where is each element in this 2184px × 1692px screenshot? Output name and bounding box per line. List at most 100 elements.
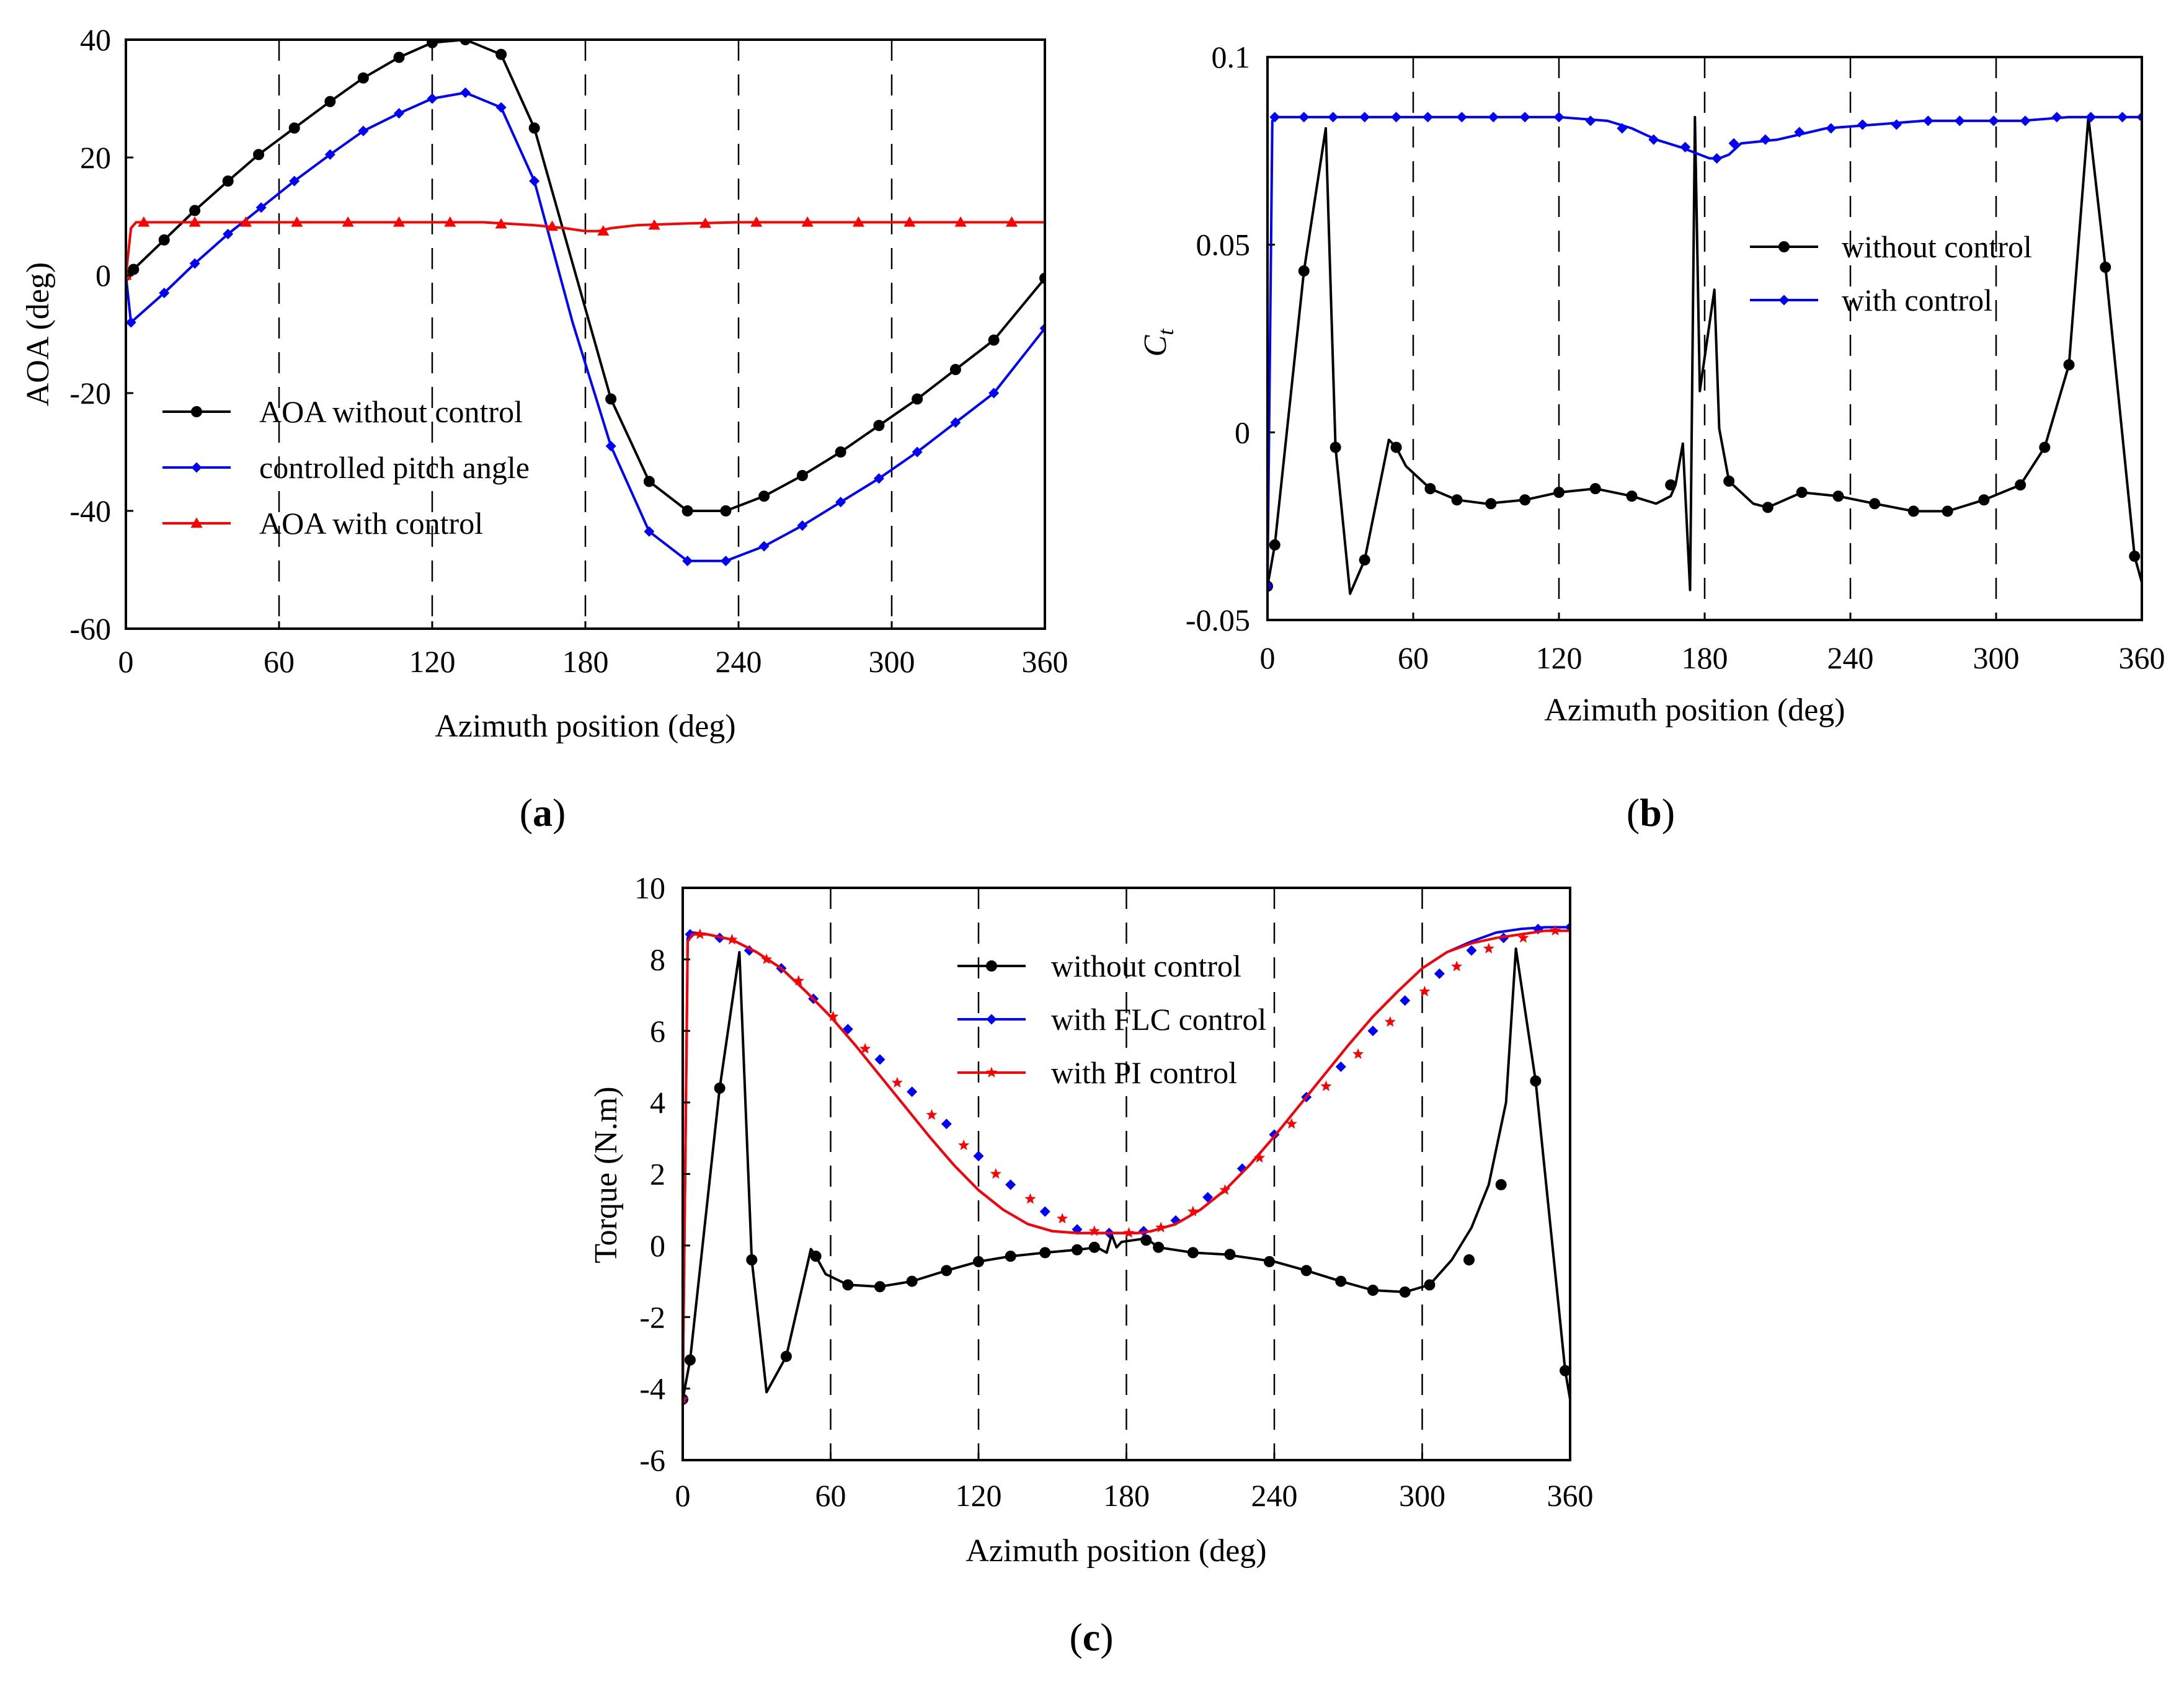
panel-b-data-point-with-control [1922, 115, 1933, 126]
panel-a-data-point-aoa-without-control [324, 95, 336, 107]
panel-b-data-point-with-control [1456, 112, 1467, 123]
panel-c-data-point-without-control [1335, 1275, 1347, 1287]
panel-a-data-point-controlled-pitch-angle [427, 93, 438, 104]
panel-c-data-point-with-pi-control [1155, 1221, 1167, 1233]
panel-b-data-point-with-control [2136, 112, 2142, 123]
panel-c-data-point-without-control [1367, 1284, 1378, 1296]
panel-a-data-point-aoa-without-control [873, 420, 885, 432]
panel-a-data-point-controlled-pitch-angle [912, 446, 923, 458]
panel-a-data-point-controlled-pitch-angle [950, 417, 961, 428]
panel-b-x-tick-label: 240 [1827, 640, 1874, 675]
panel-c-data-point-with-pi-control [926, 1109, 938, 1120]
panel-a-data-point-aoa-without-control [643, 476, 655, 487]
panel-b-data-point-without-control [1665, 479, 1677, 491]
panel-a-data-point-aoa-without-control [605, 393, 617, 405]
panel-b-data-point-with-control [1728, 138, 1739, 149]
panel-a-data-point-controlled-pitch-angle [189, 258, 200, 269]
panel-b-data-point-with-control [1298, 112, 1310, 123]
panel-b-data-point-with-control [1760, 134, 1771, 145]
panel-a-data-point-controlled-pitch-angle [223, 229, 234, 239]
panel-c-data-point-without-control [1530, 1075, 1542, 1087]
panel-c-data-point-with-flc-control [907, 1086, 918, 1097]
panel-a-y-tick-label: -20 [69, 376, 111, 410]
panel-a-series [126, 40, 1045, 567]
panel-a-data-point-aoa-with-control [699, 217, 711, 228]
panel-a-series-line-aoa-with-control [126, 221, 1045, 276]
panel-c-data-point-with-flc-control [1202, 1192, 1214, 1203]
panel-c-x-tick-label: 60 [815, 1478, 846, 1513]
panel-b-x-tick-label: 120 [1536, 640, 1583, 675]
panel-a-data-point-aoa-with-control [954, 216, 967, 227]
panel-b-data-point-without-control [1796, 487, 1808, 498]
panel-c-data-point-without-control [1264, 1256, 1276, 1267]
panel-c-y-tick-label: 8 [650, 942, 665, 977]
panel-a-ticks: 0 60 120 180 240 300 360 -60 -40 -20 0 20 40 [69, 22, 1068, 679]
panel-c-legend-label-with-pi-control: with PI control [1051, 1055, 1237, 1090]
panel-c-x-tick-label: 120 [956, 1478, 1002, 1513]
panel-c-data-point-without-control [1005, 1251, 1016, 1262]
panel-a-data-point-controlled-pitch-angle [159, 288, 170, 298]
panel-b-label: (b) [1627, 791, 1675, 835]
panel-b-data-point-without-control [1451, 494, 1463, 506]
panel-a-data-point-controlled-pitch-angle [529, 175, 540, 187]
panel-b-data-point-without-control [1298, 265, 1310, 277]
panel-c-data-point-with-pi-control [1187, 1205, 1199, 1216]
panel-a-data-point-controlled-pitch-angle [324, 149, 335, 160]
panel-b-data-point-without-control [1390, 441, 1402, 453]
panel-a-x-axis-label: Azimuth position (deg) [435, 709, 735, 744]
panel-c-data-point-with-flc-control [1434, 968, 1445, 979]
panel-a-data-point-controlled-pitch-angle [495, 102, 507, 113]
panel-c-data-point-with-flc-control [941, 1118, 952, 1130]
panel-b-data-point-with-control [1680, 141, 1691, 153]
panel-a-data-point-controlled-pitch-angle [720, 556, 731, 567]
panel-b-data-point-without-control [1762, 502, 1773, 513]
panel-a-x-tick-label: 180 [562, 644, 609, 679]
panel-b-y-tick-label: -0.05 [1186, 603, 1250, 637]
panel-b-data-point-with-control [1423, 112, 1433, 123]
panel-b-y-tick-label: 0.1 [1212, 40, 1251, 74]
panel-c-y-tick-label: 6 [650, 1014, 665, 1048]
panel-a-data-point-aoa-without-control [912, 393, 923, 405]
panel-a-data-point-aoa-without-control [357, 72, 369, 84]
panel-c-data-point-with-flc-control [1466, 945, 1477, 956]
panel-c-y-tick-label: 4 [650, 1085, 665, 1120]
panel-a-data-point-aoa-without-control [288, 122, 300, 134]
panel-b-data-point-without-control [1359, 554, 1370, 566]
panel-a-data-point-controlled-pitch-angle [682, 556, 693, 567]
panel-c-data-point-without-control [1424, 1279, 1436, 1291]
panel-c-data-point-with-pi-control [694, 928, 706, 939]
panel-a-data-point-aoa-with-control [801, 216, 814, 227]
panel-a-data-point-aoa-with-control [291, 216, 303, 227]
panel-b-x-tick-label: 360 [2119, 640, 2165, 675]
panel-a-data-point-controlled-pitch-angle [126, 317, 136, 328]
panel-a-data-point-aoa-without-control [796, 470, 808, 481]
panel-c-data-point-with-pi-control [792, 975, 804, 986]
panel-b-data-point-with-control [1519, 112, 1530, 123]
panel-a-data-point-controlled-pitch-angle [644, 526, 655, 537]
panel-b-data-point-without-control [1329, 441, 1341, 453]
panel-c-data-point-with-pi-control [1254, 1152, 1266, 1163]
panel-b-y-tick-label: 0.05 [1196, 228, 1251, 262]
panel-a-data-point-aoa-without-control [720, 505, 732, 516]
panel-b-y-tick-label: 0 [1235, 415, 1250, 450]
panel-b-data-point-without-control [1832, 490, 1844, 502]
panel-c-data-point-without-control [1224, 1249, 1236, 1260]
panel-c-y-tick-label: 0 [650, 1228, 665, 1263]
panel-b-x-tick-label: 60 [1398, 640, 1429, 675]
panel-c-y-tick-label: 2 [650, 1157, 665, 1192]
panel-c-data-point-with-pi-control [1219, 1184, 1231, 1195]
panel-c-data-point-with-pi-control [827, 1011, 839, 1022]
panel-c-data-point-with-pi-control [1419, 985, 1431, 996]
panel-c-data-point-with-pi-control [859, 1043, 871, 1054]
panel-c-data-point-with-pi-control [1517, 932, 1529, 943]
panel-a-x-tick-label: 240 [716, 644, 762, 679]
panel-c-data-point-without-control [1560, 1365, 1570, 1376]
panel-b-data-point-without-control [1942, 505, 1953, 517]
panel-c-data-point-with-pi-control [958, 1139, 970, 1151]
panel-c-data-point-with-pi-control [1384, 1016, 1396, 1027]
panel-c-data-point-without-control [684, 1354, 696, 1366]
panel-c-x-axis-label: Azimuth position (deg) [965, 1533, 1266, 1569]
panel-a-data-point-aoa-with-control [546, 220, 558, 231]
panel-a-legend-label-controlled-pitch-angle: controlled pitch angle [259, 450, 530, 485]
panel-b-data-point-with-control [1488, 112, 1499, 123]
